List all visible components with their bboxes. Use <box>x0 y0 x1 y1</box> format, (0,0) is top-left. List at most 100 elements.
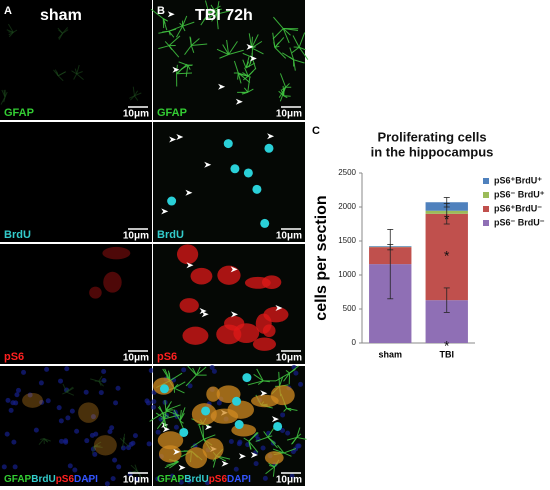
nucleus <box>120 445 126 451</box>
astrocyte-process <box>179 420 184 424</box>
astrocyte-process <box>166 461 179 466</box>
ps6-cell <box>244 276 271 289</box>
panel-background <box>0 244 152 364</box>
nucleus <box>289 473 295 479</box>
y-tick-label: 2500 <box>338 168 356 177</box>
arrowhead <box>250 451 258 458</box>
panel-title: TBI 72h <box>195 7 253 24</box>
nucleus <box>8 407 14 413</box>
arrowhead <box>267 133 275 140</box>
arrowhead <box>162 426 170 433</box>
astrocyte-process <box>66 391 75 396</box>
ps6-cell <box>224 316 245 331</box>
astrocyte-process <box>278 371 280 387</box>
brdu-nucleus <box>260 218 270 228</box>
legend-swatch <box>483 192 489 198</box>
astrocyte-process <box>191 43 208 46</box>
astrocyte-process <box>123 441 130 448</box>
arrowhead <box>167 11 175 18</box>
panel-background <box>0 0 152 120</box>
nucleus <box>262 475 268 481</box>
micrograph-panel: 10μm BrdU <box>153 122 305 242</box>
legend-label: pS6⁻ BrdU⁻ <box>494 217 545 227</box>
astrocyte-process <box>243 87 249 93</box>
astrocyte-process <box>178 61 189 66</box>
arrowhead <box>249 55 257 62</box>
nucleus <box>12 464 18 470</box>
astrocyte-process <box>293 59 305 64</box>
panel-background <box>0 122 152 242</box>
channel-label-part: GFAP <box>157 474 185 485</box>
scale-bar-label: 10μm <box>276 475 302 486</box>
astrocyte-process <box>273 16 284 29</box>
nucleus <box>228 438 234 444</box>
astrocyte-process <box>150 8 164 19</box>
astrocyte-process <box>191 38 200 46</box>
arrowhead <box>176 133 184 140</box>
nucleus <box>169 473 175 479</box>
arrowhead <box>205 423 213 430</box>
channel-label: GFAP <box>157 107 187 119</box>
scale-bar-label: 10μm <box>123 109 149 120</box>
astrocyte-process <box>233 60 239 74</box>
astrocyte-process <box>274 45 280 48</box>
nucleus <box>253 461 259 467</box>
channel-label-part: BrdU <box>184 474 208 485</box>
error-bar <box>443 287 450 313</box>
error-bar <box>387 243 394 251</box>
astrocyte-process <box>158 405 166 419</box>
nucleus <box>58 378 64 384</box>
brdu-nucleus <box>159 384 169 394</box>
astrocyte-process <box>198 425 205 440</box>
nucleus <box>186 478 192 484</box>
nucleus <box>1 464 7 470</box>
astrocyte-process <box>129 95 135 99</box>
scale-bar-label: 10μm <box>123 475 149 486</box>
x-tick-label: TBI <box>440 349 455 359</box>
micrograph-panel: 10μm BrdU <box>0 122 152 242</box>
astrocyte-process <box>274 47 287 59</box>
ps6-cell <box>182 326 209 345</box>
ps6-cell <box>227 400 254 419</box>
micrograph-panel: 10μm GFAPBrdUpS6DAPI <box>149 364 307 486</box>
astrocyte-process <box>190 45 195 53</box>
astrocyte-process <box>76 64 80 75</box>
astrocyte-process <box>244 67 249 77</box>
astrocyte-process <box>184 45 192 56</box>
legend-label: pS6⁺BrdU⁻ <box>494 203 542 213</box>
astrocyte-process <box>242 75 249 81</box>
astrocyte-process <box>7 23 14 33</box>
astrocyte-process <box>283 372 290 382</box>
nucleus <box>280 428 286 434</box>
brdu-nucleus <box>179 427 189 437</box>
astrocyte-process <box>216 10 231 15</box>
astrocyte-process <box>165 404 181 411</box>
astrocyte-process <box>277 444 285 454</box>
brdu-nucleus <box>243 168 253 178</box>
y-tick-label: 500 <box>343 304 357 313</box>
arrowhead <box>230 266 238 273</box>
astrocyte-process <box>287 436 297 441</box>
astrocyte-process <box>279 87 287 102</box>
astrocyte-process <box>168 28 177 32</box>
astrocyte-process <box>62 391 67 395</box>
channel-label-part: BrdU <box>31 474 55 485</box>
astrocyte-process <box>13 29 18 33</box>
arrowhead <box>221 460 229 467</box>
nucleus <box>65 415 71 421</box>
astrocyte-process <box>134 90 139 97</box>
astrocyte-process <box>245 62 249 69</box>
y-axis-label: cells per section <box>313 195 330 320</box>
nucleus <box>155 429 161 435</box>
nucleus <box>38 380 44 386</box>
astrocyte-process <box>216 48 229 55</box>
panel-title: sham <box>40 7 82 24</box>
nucleus <box>280 412 286 418</box>
arrowhead <box>199 308 207 315</box>
significance-marker: * <box>444 211 450 227</box>
astrocyte-process <box>272 466 276 477</box>
significance-marker: * <box>444 337 450 353</box>
brdu-nucleus <box>264 143 274 153</box>
arrowhead <box>173 448 181 455</box>
